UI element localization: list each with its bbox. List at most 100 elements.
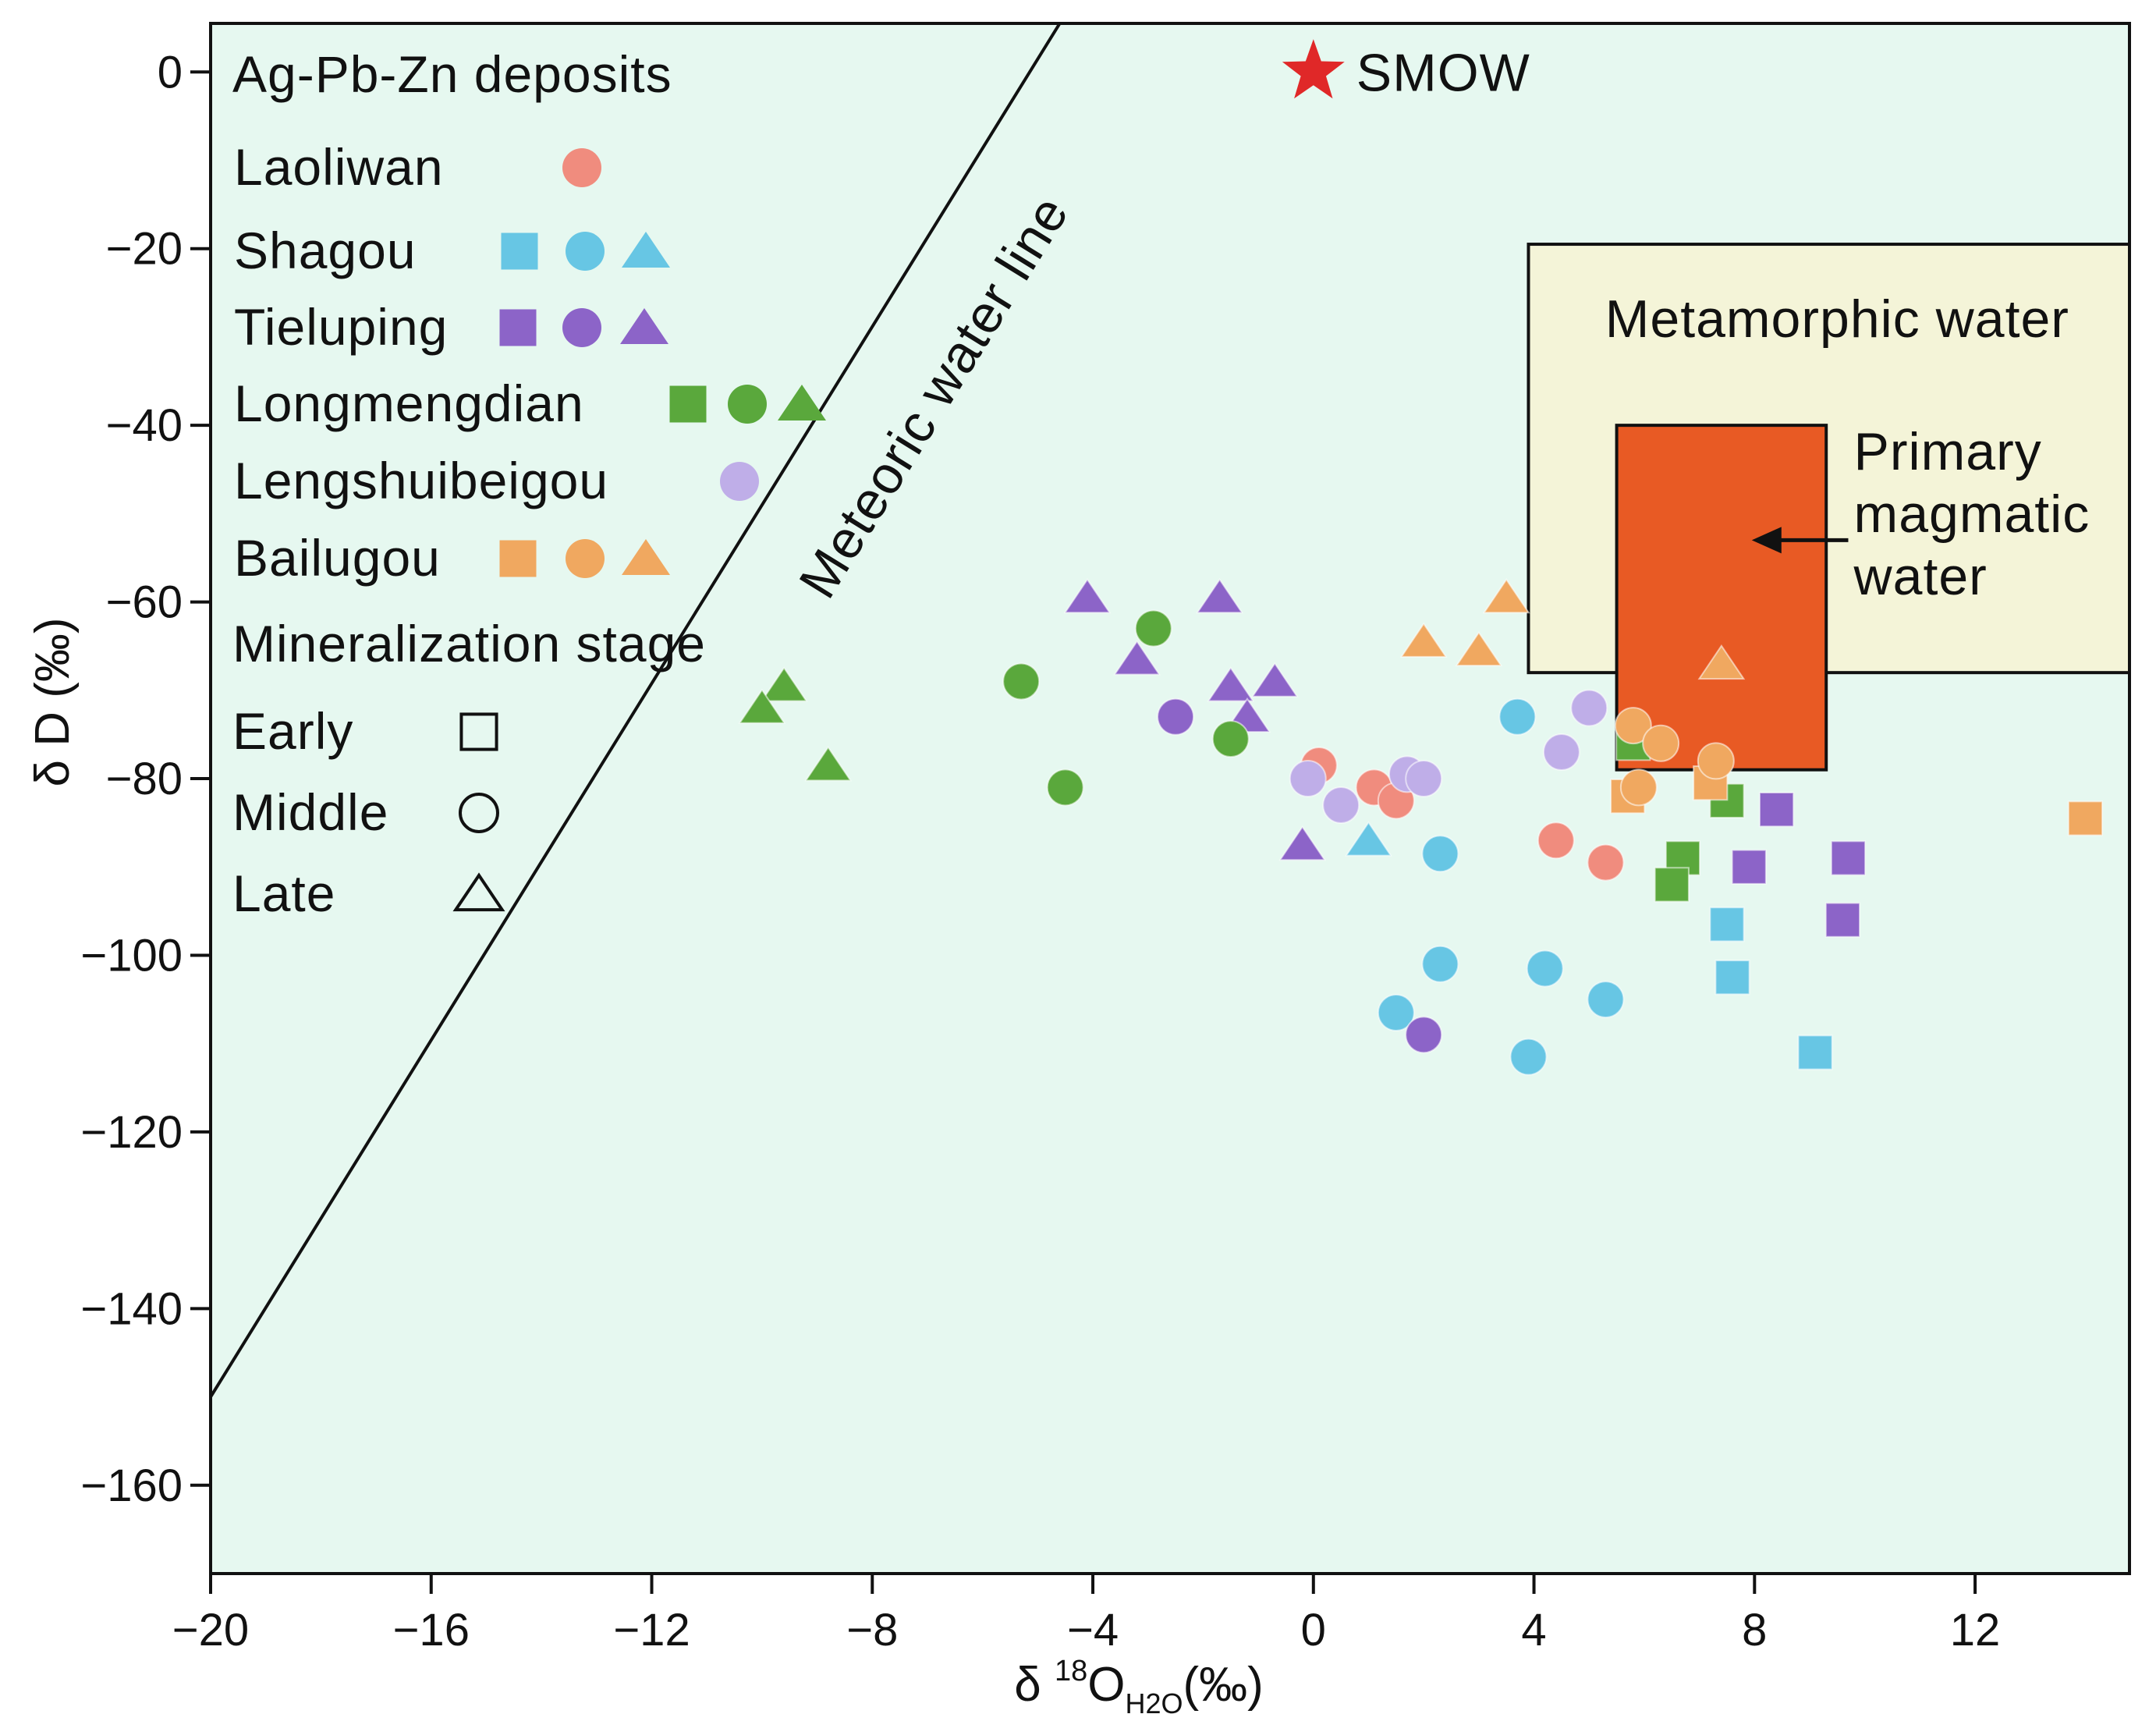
legend: Ag-Pb-Zn deposits Laoliwan Shagou Tieluping… [232, 45, 826, 922]
metamorphic-water-label: Metamorphic water [1605, 289, 2069, 349]
point-tieluping-square [1830, 840, 1867, 876]
legend-stage-early: Early [232, 702, 353, 760]
point-tieluping-circle [1157, 697, 1195, 736]
legend-stage-symbol-triangle [452, 872, 505, 912]
y-tick-label: −100 [80, 930, 183, 981]
legend-symbol-tieluping-circle [562, 308, 601, 347]
magmatic-water-label: magmatic [1854, 484, 2090, 544]
point-bailugou-circle [1619, 768, 1658, 807]
legend-symbol-bailugou-circle [566, 539, 605, 578]
legend-item-lengshuibeigou: Lengshuibeigou [234, 452, 608, 509]
point-shagou-triangle [1345, 821, 1392, 857]
axes: −20 −16 −12 −8 −4 0 4 8 120−20−40−60−80−100−120−… [26, 47, 2000, 1714]
legend-item-bailugou: Bailugou [234, 529, 441, 587]
point-laoliwan-circle [1537, 822, 1575, 860]
legend-symbol-longmengdian-circle [728, 385, 767, 424]
point-lengshuibeigou-circle [1289, 760, 1327, 798]
point-shagou-circle [1509, 1038, 1548, 1076]
meteoric-water-line [211, 23, 1062, 1398]
legend-stage-middle: Middle [232, 783, 388, 841]
x-tick-label: 12 [1950, 1605, 2001, 1655]
point-shagou-circle [1377, 994, 1415, 1032]
point-bailugou-circle [1697, 742, 1735, 780]
y-tick-label: −140 [80, 1283, 183, 1334]
legend-symbol-bailugou-triangle [622, 539, 670, 575]
smow-label: SMOW [1356, 43, 1530, 102]
y-tick-label: −80 [106, 754, 183, 804]
legend-symbol-laoliwan-circle [562, 148, 601, 187]
point-lengshuibeigou-circle [1322, 786, 1360, 824]
data-points: SMOW [738, 39, 2104, 1076]
legend-title: Ag-Pb-Zn deposits [232, 45, 672, 103]
x-axis-title-delta: δ [1014, 1658, 1055, 1712]
point-bailugou-triangle [1399, 622, 1448, 658]
point-longmengdian-circle [1134, 609, 1172, 648]
legend-symbol-bailugou-square [499, 540, 537, 577]
point-lengshuibeigou-circle [1570, 689, 1608, 727]
point-tieluping-triangle [1063, 578, 1112, 614]
point-bailugou-square [2067, 800, 2104, 836]
magmatic-water-label: water [1853, 547, 1988, 606]
x-axis-title-sup: 18 [1055, 1655, 1087, 1687]
x-tick-label: −20 [172, 1605, 249, 1655]
y-tick-label: −160 [80, 1460, 183, 1511]
point-tieluping-triangle [1207, 666, 1255, 702]
point-tieluping-square [1731, 849, 1767, 885]
legend-symbol-tieluping-triangle [620, 308, 668, 344]
point-shagou-circle [1498, 697, 1537, 736]
legend-item-laoliwan: Laoliwan [234, 138, 444, 196]
legend-symbol-shagou-square [501, 232, 538, 270]
x-axis-title-unit: (‰) [1183, 1658, 1264, 1712]
point-shagou-square [1715, 960, 1750, 995]
point-laoliwan-circle [1587, 843, 1625, 882]
x-tick-label: −4 [1067, 1605, 1119, 1655]
x-axis-title: δ 18OH2O(‰) [1014, 1655, 1264, 1714]
point-lengshuibeigou-circle [1542, 733, 1580, 772]
x-axis-title-sub: H2O [1125, 1687, 1183, 1714]
point-bailugou-triangle [1482, 578, 1530, 614]
point-longmengdian-triangle [760, 666, 808, 702]
legend-symbol-longmengdian-square [669, 385, 707, 423]
point-longmengdian-circle [1002, 662, 1041, 701]
y-tick-label: −20 [106, 224, 183, 275]
legend-symbol-lengshuibeigou-circle [720, 462, 759, 501]
x-axis-title-o: O [1087, 1658, 1125, 1712]
y-axis-title: δ D (‰) [26, 617, 80, 786]
legend-stage-symbol-square [459, 712, 498, 751]
point-shagou-circle [1526, 949, 1564, 988]
legend-symbol-shagou-triangle [622, 232, 670, 268]
legend-item-shagou: Shagou [234, 222, 417, 279]
point-bailugou-triangle [1697, 644, 1746, 680]
point-longmengdian-triangle [738, 688, 786, 724]
legend-symbol-shagou-circle [566, 232, 605, 271]
x-tick-label: −8 [846, 1605, 898, 1655]
legend-stage-symbol-circle [459, 793, 499, 833]
point-tieluping-triangle [1278, 825, 1327, 861]
plot-frame [209, 22, 2131, 1575]
x-tick-label: 0 [1301, 1605, 1326, 1655]
point-bailugou-circle [1614, 707, 1652, 745]
y-tick-label: −60 [106, 577, 183, 628]
point-tieluping-square [1758, 792, 1795, 828]
point-lengshuibeigou-circle [1405, 760, 1443, 798]
y-tick-label: −40 [106, 400, 183, 451]
x-tick-label: −12 [613, 1605, 690, 1655]
magmatic-water-label: Primary [1854, 422, 2042, 481]
y-tick-label: 0 [158, 47, 183, 98]
point-shagou-square [1797, 1034, 1833, 1070]
point-shagou-circle [1421, 835, 1459, 873]
y-tick-label: −120 [80, 1107, 183, 1158]
point-longmengdian-circle [1046, 768, 1084, 807]
x-tick-label: −16 [393, 1605, 470, 1655]
legend-symbol-tieluping-square [499, 309, 537, 346]
point-longmengdian-triangle [804, 746, 853, 782]
point-bailugou-circle [1642, 724, 1680, 762]
point-bailugou-triangle [1455, 631, 1503, 667]
point-tieluping-triangle [1196, 578, 1244, 614]
point-shagou-circle [1421, 945, 1459, 983]
legend-item-tieluping: Tieluping [234, 298, 448, 356]
legend-stage-late: Late [232, 864, 335, 922]
